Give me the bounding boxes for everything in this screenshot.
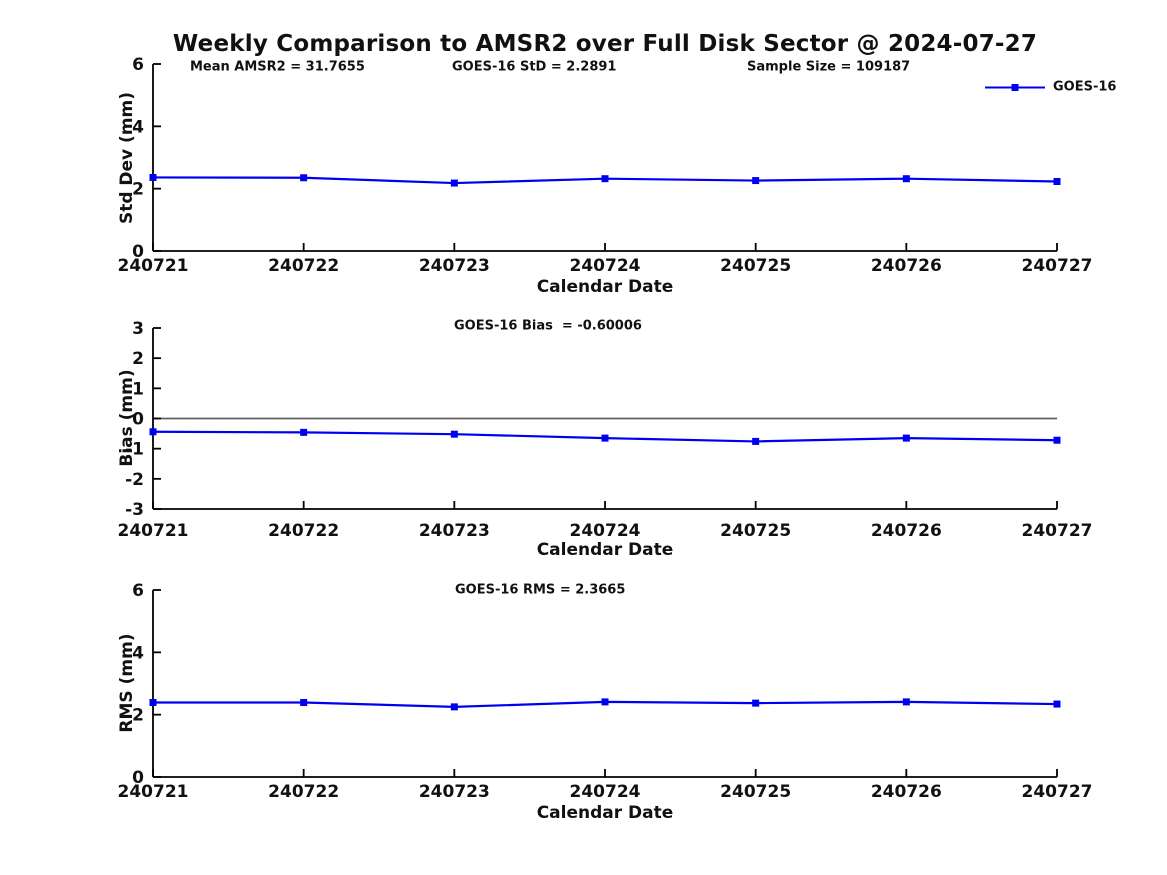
x-tick-label: 240722 — [268, 256, 339, 276]
data-point-marker — [601, 175, 609, 183]
annotation-goes16-std: GOES-16 StD = 2.2891 — [452, 59, 617, 75]
legend-label-goes16: GOES-16 — [1053, 79, 1117, 95]
data-point-marker — [300, 428, 308, 436]
data-point-marker — [450, 430, 458, 438]
y-tick-label: 1 — [132, 379, 144, 399]
legend-line-sample — [985, 83, 1045, 91]
data-point-marker — [601, 698, 609, 706]
y-tick-label: 0 — [132, 768, 144, 788]
x-tick-label: 240722 — [268, 521, 339, 541]
y-tick-label: 4 — [132, 117, 144, 137]
annotation-goes16-bias: GOES-16 Bias = -0.60006 — [454, 318, 642, 334]
x-tick-label: 240723 — [419, 521, 490, 541]
data-point-marker — [149, 699, 157, 707]
y-tick-label: 2 — [132, 706, 144, 726]
x-tick-label: 240723 — [419, 256, 490, 276]
x-tick-label: 240723 — [419, 782, 490, 802]
x-tick-label: 240724 — [570, 521, 641, 541]
y-tick-label: 0 — [132, 410, 144, 430]
x-tick-label: 240725 — [720, 782, 791, 802]
x-tick-label: 240725 — [720, 256, 791, 276]
y-tick-label: -3 — [125, 500, 144, 520]
figure-title: Weekly Comparison to AMSR2 over Full Dis… — [172, 31, 1038, 57]
x-tick-label: 240724 — [570, 782, 641, 802]
x-tick-label: 240726 — [871, 256, 942, 276]
x-tick-label: 240722 — [268, 782, 339, 802]
y-tick-label: 2 — [132, 349, 144, 369]
x-tick-label: 240724 — [570, 256, 641, 276]
legend-square-marker-icon — [1011, 83, 1019, 91]
x-tick-label: 240726 — [871, 782, 942, 802]
data-point-marker — [300, 699, 308, 707]
data-point-marker — [902, 175, 910, 183]
annotation-sample-size: Sample Size = 109187 — [747, 59, 911, 75]
data-point-marker — [902, 434, 910, 442]
x-tick-label: 240726 — [871, 521, 942, 541]
y-tick-label: 6 — [132, 581, 144, 601]
subplot-0: 0 2 4 6 240721 240722 240723 240724 240725 240726… — [118, 55, 1093, 276]
y-tick-label: 4 — [132, 643, 144, 663]
xlabel-rms: Calendar Date — [536, 803, 674, 823]
xlabel-bias: Calendar Date — [536, 540, 674, 560]
y-tick-label: 6 — [132, 55, 144, 75]
y-tick-label: 3 — [132, 319, 144, 339]
x-tick-label: 240727 — [1022, 521, 1093, 541]
y-tick-label: -2 — [125, 470, 144, 490]
data-point-marker — [752, 437, 760, 445]
x-tick-label: 240721 — [118, 521, 189, 541]
data-point-marker — [149, 173, 157, 181]
subplot-2: 0 2 4 6 240721 240722 240723 240724 240725 240726… — [118, 581, 1093, 802]
data-point-marker — [752, 699, 760, 707]
data-point-marker — [1053, 436, 1061, 444]
data-point-marker — [1053, 177, 1061, 185]
y-tick-label: 0 — [132, 242, 144, 262]
annotation-mean-amsr2: Mean AMSR2 = 31.7655 — [190, 59, 365, 75]
data-point-marker — [902, 698, 910, 706]
legend: GOES-16 — [985, 80, 1116, 95]
subplot-1: -3 -2 -1 0 1 2 3 240721 240722 240723 240724 240725… — [118, 319, 1093, 541]
y-tick-label: -1 — [125, 440, 144, 460]
data-point-marker — [752, 177, 760, 185]
data-point-marker — [601, 434, 609, 442]
x-tick-label: 240727 — [1022, 782, 1093, 802]
data-point-marker — [149, 428, 157, 436]
data-point-marker — [300, 174, 308, 182]
data-point-marker — [450, 703, 458, 711]
x-tick-label: 240727 — [1022, 256, 1093, 276]
data-point-marker — [450, 179, 458, 187]
x-tick-label: 240721 — [118, 782, 189, 802]
x-tick-label: 240721 — [118, 256, 189, 276]
x-tick-label: 240725 — [720, 521, 791, 541]
y-tick-label: 2 — [132, 180, 144, 200]
annotation-goes16-rms: GOES-16 RMS = 2.3665 — [455, 582, 626, 598]
xlabel-stddev: Calendar Date — [536, 277, 674, 297]
data-point-marker — [1053, 700, 1061, 708]
